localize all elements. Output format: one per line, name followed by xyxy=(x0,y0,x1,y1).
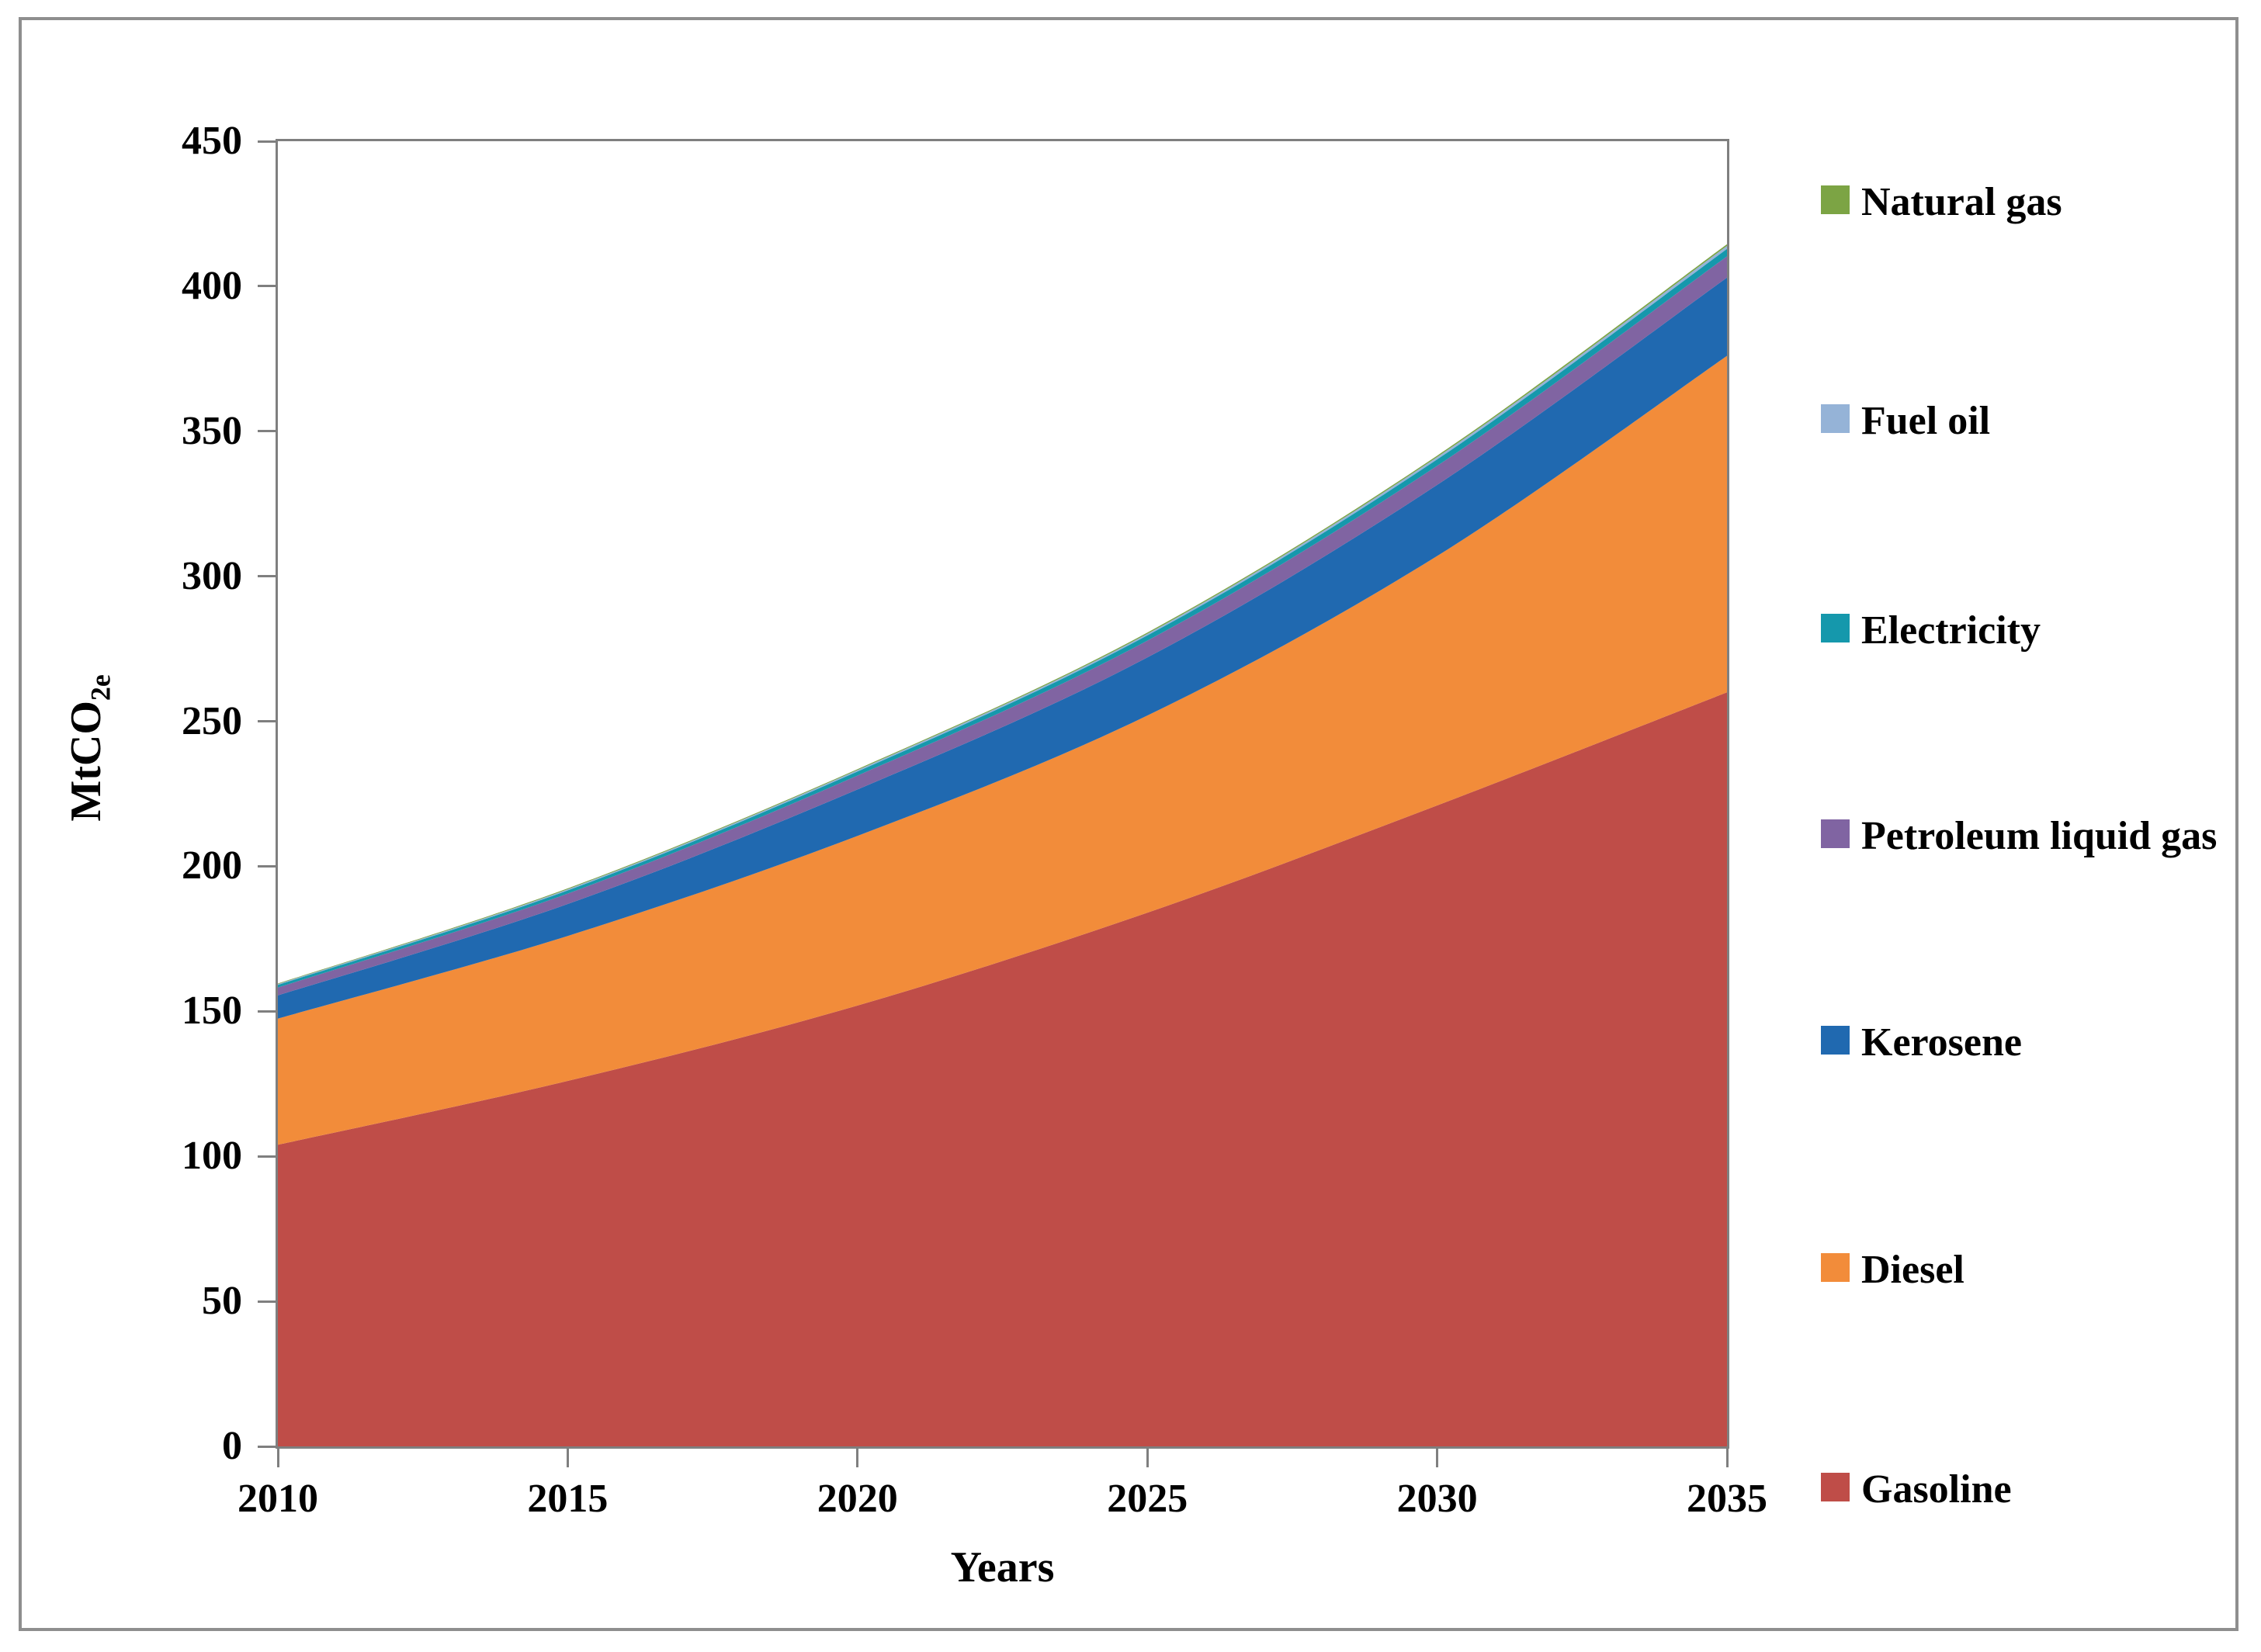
legend-item-natural-gas: Natural gas xyxy=(1821,179,2242,226)
y-tick-label: 250 xyxy=(182,698,242,743)
y-axis-title-subscript: 2e xyxy=(85,674,116,701)
x-axis-title: Years xyxy=(950,1543,1055,1591)
legend-item-gasoline: Gasoline xyxy=(1821,1467,2242,1513)
y-tick-mark xyxy=(258,285,278,288)
area-series-gasoline xyxy=(278,692,1727,1446)
legend-swatch-icon xyxy=(1821,1253,1850,1282)
y-tick-mark xyxy=(258,140,278,143)
legend-item-petroleum-liquid-gas: Petroleum liquid gas xyxy=(1821,813,2242,860)
stacked-area-canvas xyxy=(278,244,1727,1446)
x-tick-mark xyxy=(1436,1449,1439,1467)
legend-swatch-icon xyxy=(1821,819,1850,848)
y-tick-mark xyxy=(258,575,278,578)
legend-swatch-icon xyxy=(1821,1026,1850,1055)
y-tick-mark xyxy=(258,720,278,723)
legend-item-electricity: Electricity xyxy=(1821,608,2242,654)
x-tick-label: 2035 xyxy=(1687,1477,1767,1521)
y-tick-mark xyxy=(258,1155,278,1158)
area-series-diesel xyxy=(278,355,1727,1145)
y-tick-mark xyxy=(258,1010,278,1013)
legend-label: Kerosene xyxy=(1861,1020,2022,1065)
x-tick-label: 2015 xyxy=(527,1477,609,1521)
x-tick-label: 2030 xyxy=(1396,1477,1478,1521)
legend-swatch-icon xyxy=(1821,1473,1850,1501)
y-tick-label: 400 xyxy=(182,263,242,308)
x-tick-mark xyxy=(1725,1449,1729,1467)
y-tick-mark xyxy=(258,1300,278,1303)
y-tick-label: 100 xyxy=(182,1134,242,1179)
x-tick-mark xyxy=(276,1449,279,1467)
legend-label: Petroleum liquid gas xyxy=(1861,814,2218,858)
legend-item-fuel-oil: Fuel oil xyxy=(1821,398,2242,445)
y-tick-label: 150 xyxy=(182,989,242,1034)
x-tick-label: 2010 xyxy=(238,1477,318,1521)
y-tick-label: 450 xyxy=(182,119,242,163)
legend-item-diesel: Diesel xyxy=(1821,1247,2242,1294)
legend-label: Natural gas xyxy=(1861,180,2062,224)
legend-swatch-icon xyxy=(1821,614,1850,642)
legend-label: Gasoline xyxy=(1861,1467,2012,1512)
y-tick-mark xyxy=(258,864,278,868)
legend-label: Fuel oil xyxy=(1861,399,1991,443)
y-axis-title: MtCO2e xyxy=(61,674,116,822)
x-tick-mark xyxy=(566,1449,569,1467)
y-axis-title-text: MtCO xyxy=(62,701,111,822)
y-tick-label: 300 xyxy=(182,553,242,598)
legend-label: Electricity xyxy=(1861,608,2041,653)
y-tick-label: 50 xyxy=(202,1279,242,1324)
y-tick-label: 0 xyxy=(222,1424,242,1468)
figure-border: 0 50 100 150 200 250 300 350 400 450 2010 2015 2020… xyxy=(19,17,2238,1631)
legend-swatch-icon xyxy=(1821,404,1850,433)
legend-label: Diesel xyxy=(1861,1248,1965,1292)
x-tick-mark xyxy=(856,1449,859,1467)
y-tick-mark xyxy=(258,1445,278,1448)
legend-item-kerosene: Kerosene xyxy=(1821,1020,2242,1066)
y-tick-label: 200 xyxy=(182,843,242,888)
y-tick-label: 350 xyxy=(182,408,242,453)
x-tick-label: 2025 xyxy=(1107,1477,1188,1521)
x-tick-label: 2020 xyxy=(817,1477,898,1521)
x-tick-mark xyxy=(1146,1449,1149,1467)
plot-area xyxy=(276,139,1729,1449)
legend-swatch-icon xyxy=(1821,185,1850,214)
y-tick-mark xyxy=(258,430,278,433)
